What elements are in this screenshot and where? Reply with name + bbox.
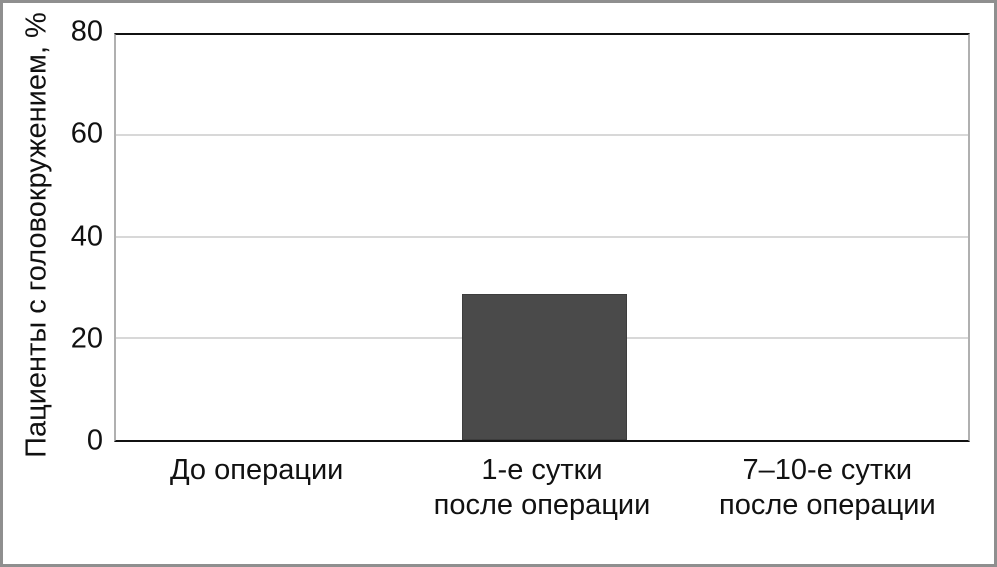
y-tick-label-0: 0 xyxy=(86,424,103,457)
y-tick-label-40: 40 xyxy=(70,219,103,252)
x-category-label-1: До операции xyxy=(169,454,344,486)
x-category-label-3: 7–10-е сутки после операции xyxy=(718,454,936,521)
plot-area xyxy=(114,33,970,442)
gridline-60 xyxy=(116,134,968,137)
bar-category-2 xyxy=(461,294,627,440)
gridline-40 xyxy=(116,235,968,238)
x-category-label-2: 1-е сутки после операции xyxy=(433,454,651,521)
y-tick-label-80: 80 xyxy=(70,15,103,48)
y-tick-label-20: 20 xyxy=(70,322,103,355)
y-tick-label-60: 60 xyxy=(70,117,103,150)
